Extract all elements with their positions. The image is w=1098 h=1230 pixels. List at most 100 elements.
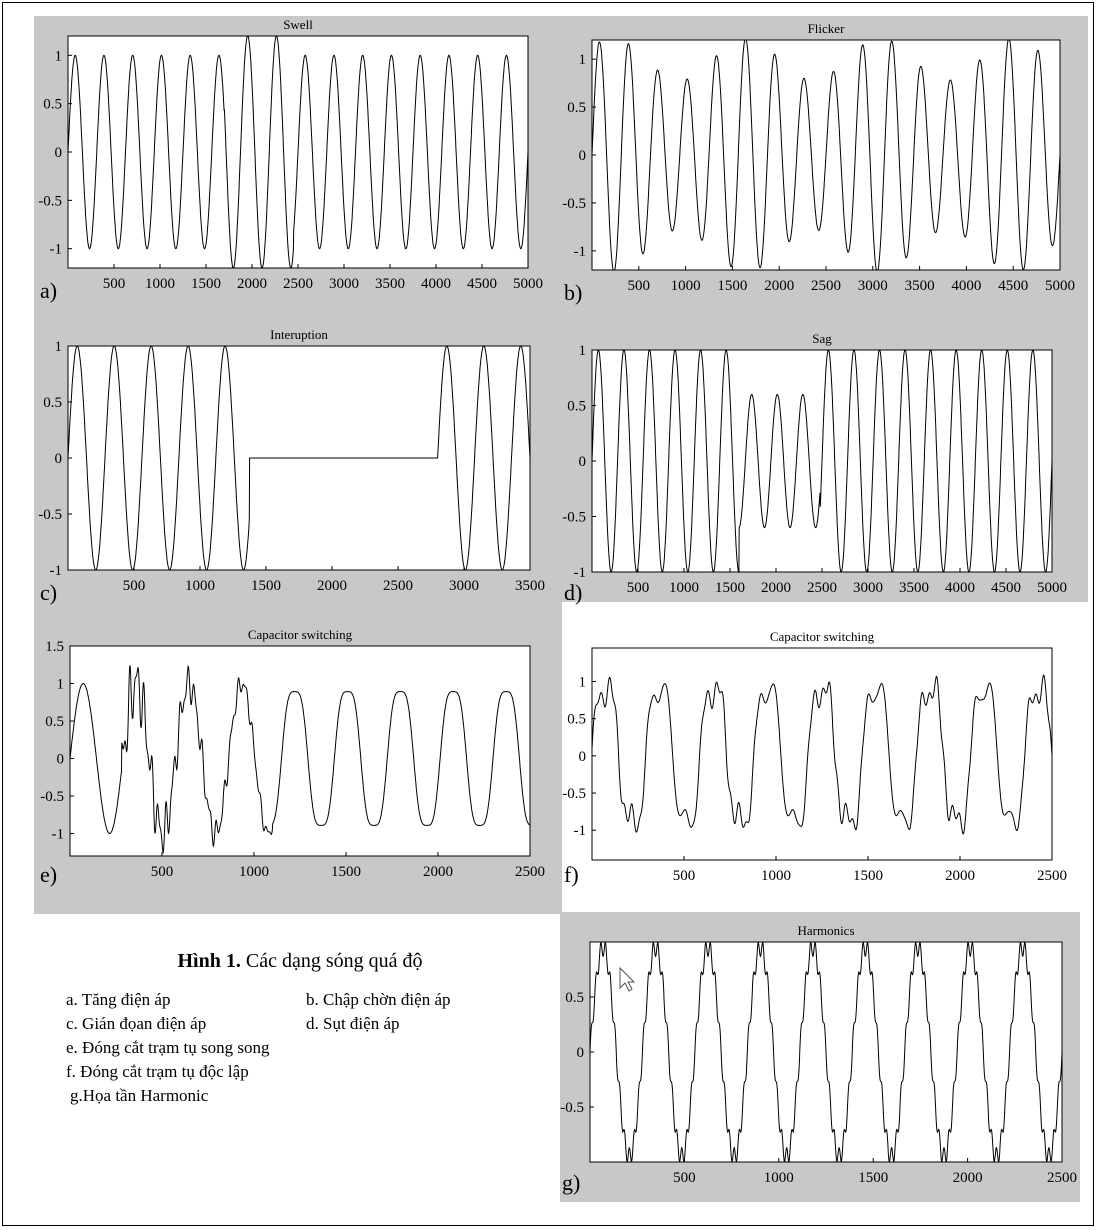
x-tick-label: 5000 (1037, 580, 1067, 596)
y-tick-label: -1 (52, 827, 65, 843)
y-tick-label: 1 (55, 48, 63, 64)
panel-label: g) (562, 1170, 580, 1195)
caption-title: Hình 1. Các dạng sóng quá độ (177, 950, 423, 972)
x-tick-label: 500 (673, 1170, 696, 1186)
y-tick-label: -1 (50, 242, 63, 258)
x-tick-label: 2500 (515, 864, 545, 880)
y-tick-label: 0 (579, 148, 587, 164)
caption-item-c: c. Gián đọan điện áp (66, 1014, 207, 1033)
x-tick-label: 2500 (383, 578, 413, 594)
y-tick-label: 0.5 (567, 399, 586, 415)
x-tick-label: 4000 (945, 580, 975, 596)
series-line (589, 941, 1063, 1163)
series-line (67, 345, 531, 571)
panel-label: c) (40, 580, 57, 605)
y-tick-label: -0.5 (38, 193, 62, 209)
series-line (591, 39, 1061, 271)
y-tick-label: -1 (50, 563, 63, 579)
chart-f: Capacitor switching 500 1000 1500 2000 2500 1 0… (562, 629, 1067, 887)
y-tick-label: 1 (579, 343, 587, 359)
caption-item-e: e. Đóng cắt trạm tụ song song (66, 1038, 270, 1057)
panel-label: a) (40, 278, 57, 303)
chart-title: Capacitor switching (248, 627, 353, 642)
x-tick-label: 3000 (853, 580, 883, 596)
chart-title: Swell (283, 17, 313, 32)
y-tick-label: -0.5 (38, 507, 62, 523)
x-tick-label: 1500 (191, 276, 221, 292)
x-tick-label: 2000 (764, 278, 794, 294)
panel-label: f) (564, 862, 579, 887)
y-tick-label: 0 (55, 145, 63, 161)
y-tick-label: -1 (574, 244, 587, 260)
chart-c: Interuption 500 1000 1500 2000 2500 3000 3500 1 0… (38, 327, 545, 605)
x-tick-label: 2500 (807, 580, 837, 596)
panel-label: e) (40, 862, 57, 887)
x-tick-label: 1000 (239, 864, 269, 880)
figure-caption: Hình 1. Các dạng sóng quá độ (60, 950, 540, 975)
x-tick-label: 3000 (449, 578, 479, 594)
x-tick-label: 1500 (251, 578, 281, 594)
x-tick-label: 500 (628, 278, 651, 294)
y-tick-label: -1 (574, 823, 587, 839)
y-tick-label: 0 (55, 451, 63, 467)
y-tick-label: 0 (577, 1045, 585, 1061)
y-tick-label: 0.5 (567, 100, 586, 116)
x-tick-label: 2000 (953, 1170, 983, 1186)
chart-d: Sag 500 1000 1500 2000 2500 3000 3500 4000 4500 50… (562, 331, 1067, 605)
x-tick-label: 4000 (951, 278, 981, 294)
x-tick-label: 1000 (761, 868, 791, 884)
y-tick-label: 0.5 (567, 712, 586, 728)
x-tick-label: 1000 (185, 578, 215, 594)
x-tick-label: 2500 (1037, 868, 1067, 884)
x-tick-label: 1000 (669, 580, 699, 596)
plot-area (591, 39, 1061, 271)
x-tick-label: 5000 (513, 276, 543, 292)
y-tick-label: -0.5 (562, 196, 586, 212)
y-tick-label: 1 (57, 677, 65, 693)
x-tick-label: 500 (151, 864, 174, 880)
y-tick-label: 1 (55, 339, 63, 355)
y-tick-label: -1 (574, 565, 587, 581)
x-tick-label: 4500 (991, 580, 1021, 596)
x-tick-label: 2500 (811, 278, 841, 294)
x-tick-label: 2500 (283, 276, 313, 292)
y-tick-label: -0.5 (562, 510, 586, 526)
chart-e: Capacitor switching 500 1000 1500 2000 2500 1.… (40, 627, 545, 887)
panel-label: b) (564, 280, 582, 305)
series-line (69, 665, 531, 855)
x-tick-label: 2000 (317, 578, 347, 594)
chart-a: Swell 500 1000 1500 2000 2500 3000 3500 4000 4500… (38, 17, 543, 303)
y-tick-label: -0.5 (40, 789, 64, 805)
x-tick-label: 3000 (329, 276, 359, 292)
y-tick-label: 0.5 (43, 395, 62, 411)
caption-item-g: g.Họa tần Harmonic (70, 1086, 209, 1105)
x-tick-label: 1000 (671, 278, 701, 294)
y-tick-label: 1 (579, 674, 587, 690)
y-tick-label: 0 (579, 454, 587, 470)
y-tick-label: 0 (579, 749, 587, 765)
caption-item-a: a. Tăng điện áp (66, 990, 171, 1009)
x-tick-label: 500 (103, 276, 126, 292)
chart-title: Flicker (808, 21, 845, 36)
caption-item-b: b. Chập chờn điện áp (306, 990, 451, 1009)
series-line (67, 35, 529, 269)
y-tick-label: 1 (579, 52, 587, 68)
chart-b: Flicker 500 1000 1500 2000 2500 3000 3500 4000 45… (562, 21, 1075, 305)
x-tick-label: 500 (123, 578, 146, 594)
caption-item-d: d. Sụt điện áp (306, 1014, 400, 1033)
x-tick-label: 2000 (761, 580, 791, 596)
x-tick-label: 3500 (899, 580, 929, 596)
chart-title: Interuption (270, 327, 328, 342)
y-tick-label: 0.5 (565, 990, 584, 1006)
x-tick-label: 2000 (237, 276, 267, 292)
x-tick-label: 5000 (1045, 278, 1075, 294)
x-tick-label: 2000 (423, 864, 453, 880)
x-tick-label: 1500 (853, 868, 883, 884)
x-tick-label: 3000 (858, 278, 888, 294)
panel-label: d) (564, 580, 582, 605)
caption-item-f: f. Đóng cắt trạm tụ độc lập (66, 1062, 249, 1081)
series-line (591, 349, 1053, 574)
x-tick-label: 1500 (715, 580, 745, 596)
x-tick-label: 1500 (858, 1170, 888, 1186)
